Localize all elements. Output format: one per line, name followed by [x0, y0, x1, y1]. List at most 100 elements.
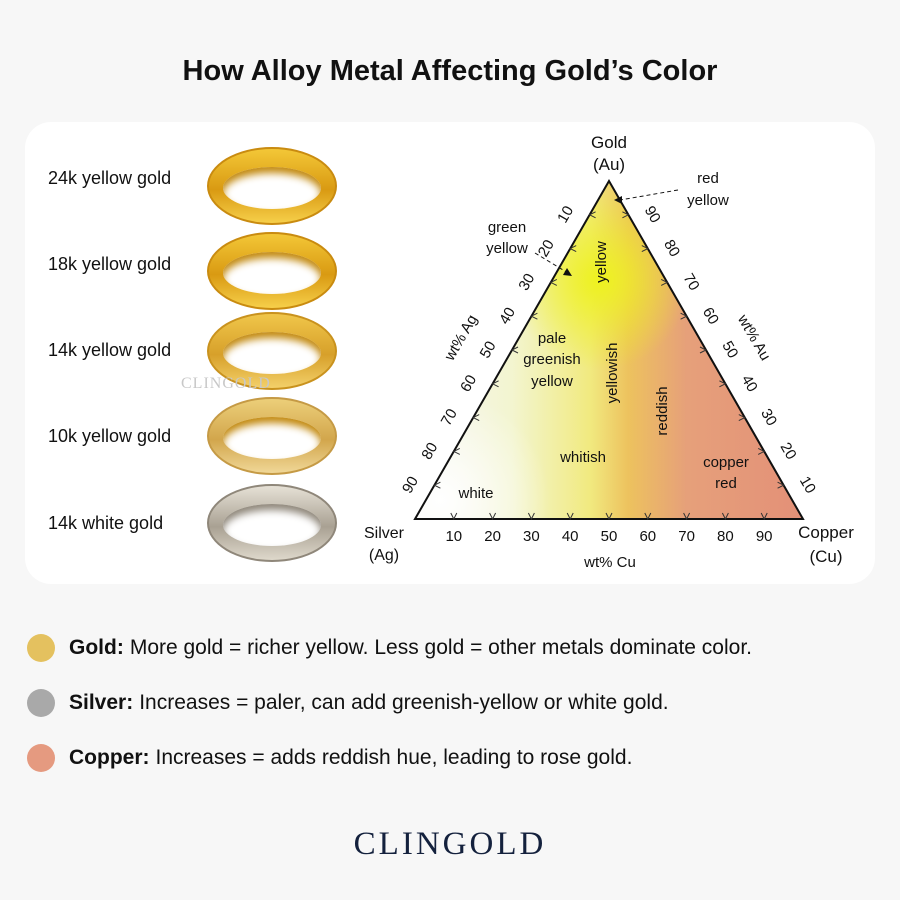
tick-label-au: 60: [699, 304, 722, 327]
region-white: white: [457, 485, 493, 502]
region-copper-red: copper: [703, 454, 749, 471]
tick-au: [660, 278, 669, 286]
tick-label-ag: 20: [535, 237, 558, 260]
tick-au: [699, 346, 708, 354]
ring-white-image: [207, 484, 337, 562]
tick-cu: [760, 512, 768, 521]
tick-cu: [605, 512, 613, 521]
tick-label-cu: 10: [445, 528, 462, 545]
gold-dot-icon: [27, 634, 55, 662]
tick-label-au: 90: [641, 203, 664, 226]
ring-label: 14k white gold: [48, 513, 164, 533]
tick-cu: [683, 512, 691, 521]
tick-cu: [566, 512, 574, 521]
tick-label-ag: 80: [418, 440, 441, 463]
vertex-silver: Silver: [364, 525, 405, 542]
tick-ag: [510, 346, 519, 354]
tick-label-ag: 50: [477, 338, 500, 361]
tick-label-ag: 60: [457, 372, 480, 395]
region-copper-red-2: red: [715, 475, 737, 492]
region-yellowish: yellowish: [604, 343, 621, 404]
legend-text: More gold = richer yellow. Less gold = o…: [129, 636, 752, 659]
ring-14k-image: [207, 312, 337, 390]
tick-label-ag: 40: [496, 304, 519, 327]
tick-label-cu: 60: [639, 528, 656, 545]
tick-au: [641, 245, 649, 253]
axis-au-label: wt% Au: [734, 311, 774, 364]
tick-ag: [491, 380, 499, 388]
region-pale-2: greenish: [523, 351, 581, 368]
legend-gold: Gold: More gold = richer yellow. Less gol…: [27, 634, 752, 662]
legend-name: Gold:: [69, 636, 124, 659]
vertex-copper: Copper: [798, 523, 854, 542]
tick-ag: [530, 312, 538, 320]
tick-label-cu: 50: [601, 528, 618, 545]
tick-label-cu: 20: [484, 528, 501, 545]
tick-cu: [489, 512, 497, 521]
axis-cu-label: wt% Cu: [583, 554, 636, 571]
tick-ag: [452, 447, 461, 455]
region-reddish: reddish: [654, 386, 671, 435]
brand-logo: CLINGOLD: [353, 826, 547, 862]
axis-ag-label: wt% Ag: [441, 312, 481, 365]
legend-text: Increases = adds reddish hue, leading to…: [155, 746, 633, 769]
tick-au: [777, 481, 785, 489]
tick-au: [622, 211, 630, 219]
ring-label: 18k yellow gold: [48, 254, 172, 274]
ring-24k-image: [207, 147, 337, 225]
tick-ag: [472, 414, 480, 422]
tick-label-cu: 70: [678, 528, 695, 545]
tick-label-ag: 10: [554, 203, 577, 226]
tick-cu: [644, 512, 652, 521]
legend-name: Copper:: [69, 746, 150, 769]
ring-label: 14k yellow gold: [48, 340, 172, 360]
region-pale: pale: [538, 330, 566, 347]
tick-label-ag: 90: [399, 473, 422, 496]
vertex-silver-symbol: (Ag): [369, 547, 399, 564]
ring-label: 10k yellow gold: [48, 426, 172, 446]
legend-silver: Silver: Increases = paler, can add greeni…: [27, 689, 669, 717]
tick-label-ag: 30: [515, 271, 538, 294]
ring-label: 24k yellow gold: [48, 168, 172, 188]
region-yellow: yellow: [593, 241, 610, 283]
tick-cu: [450, 512, 458, 521]
ring-18k-image: [207, 232, 337, 310]
tick-au: [680, 312, 688, 320]
legend-copper: Copper: Increases = adds reddish hue, lea…: [27, 744, 632, 772]
copper-dot-icon: [27, 744, 55, 772]
tick-label-au: 80: [660, 237, 683, 260]
region-green-yellow-2: yellow: [486, 240, 528, 257]
tick-label-au: 30: [757, 406, 780, 429]
region-red-yellow-2: yellow: [687, 192, 729, 209]
tick-ag: [569, 245, 577, 253]
tick-label-cu: 90: [756, 528, 773, 545]
vertex-gold-symbol: (Au): [593, 155, 625, 174]
tick-label-au: 10: [796, 473, 819, 496]
tick-au: [719, 380, 727, 388]
legend-text: Increases = paler, can add greenish-yell…: [139, 691, 669, 714]
tick-label-au: 20: [777, 440, 800, 463]
tick-label-cu: 80: [717, 528, 734, 545]
tick-label-cu: 40: [562, 528, 579, 545]
ring-10k-image: [207, 397, 337, 475]
tick-cu: [721, 512, 729, 521]
vertex-gold: Gold: [591, 133, 627, 152]
tick-au: [738, 414, 746, 422]
page-title: How Alloy Metal Affecting Gold’s Color: [182, 55, 718, 87]
region-red-yellow: red: [697, 170, 719, 187]
vertex-copper-symbol: (Cu): [809, 547, 842, 566]
tick-label-au: 70: [680, 271, 703, 294]
region-pale-3: yellow: [531, 373, 573, 390]
red-yellow-arrow: [619, 189, 679, 201]
tick-au: [757, 447, 766, 455]
tick-ag: [549, 278, 558, 286]
silver-dot-icon: [27, 689, 55, 717]
region-green-yellow: green: [488, 219, 526, 236]
legend-name: Silver:: [69, 691, 134, 714]
tick-label-ag: 70: [438, 406, 461, 429]
tick-ag: [588, 211, 596, 219]
tick-label-au: 50: [718, 338, 741, 361]
tick-ag: [433, 481, 441, 489]
region-whitish: whitish: [559, 449, 606, 466]
